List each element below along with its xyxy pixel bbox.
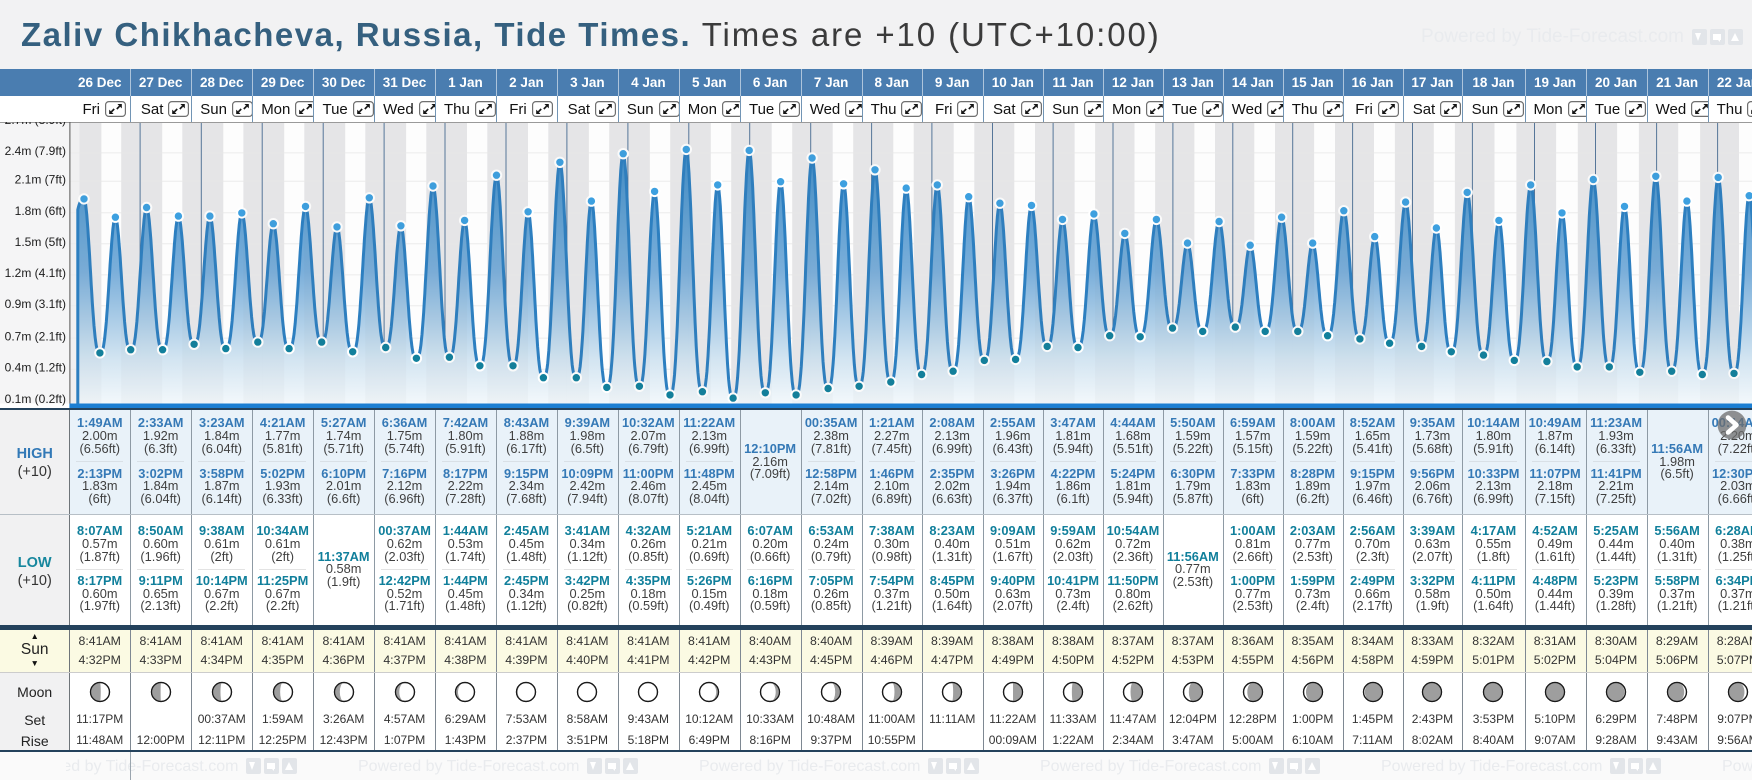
- svg-text:1.2m (4.1ft): 1.2m (4.1ft): [5, 266, 66, 280]
- svg-text:2.1m (7ft): 2.1m (7ft): [15, 172, 66, 186]
- svg-text:0.7m (2.1ft): 0.7m (2.1ft): [5, 329, 66, 343]
- svg-text:1.8m (6ft): 1.8m (6ft): [15, 204, 66, 218]
- svg-text:0.1m (0.2ft): 0.1m (0.2ft): [5, 392, 66, 406]
- svg-text:0.4m (1.2ft): 0.4m (1.2ft): [5, 361, 66, 375]
- svg-text:1.5m (5ft): 1.5m (5ft): [15, 235, 66, 249]
- svg-text:2.7m (8.9ft): 2.7m (8.9ft): [5, 122, 66, 127]
- svg-text:0.9m (3.1ft): 0.9m (3.1ft): [5, 297, 66, 311]
- svg-text:2.4m (7.9ft): 2.4m (7.9ft): [5, 144, 66, 158]
